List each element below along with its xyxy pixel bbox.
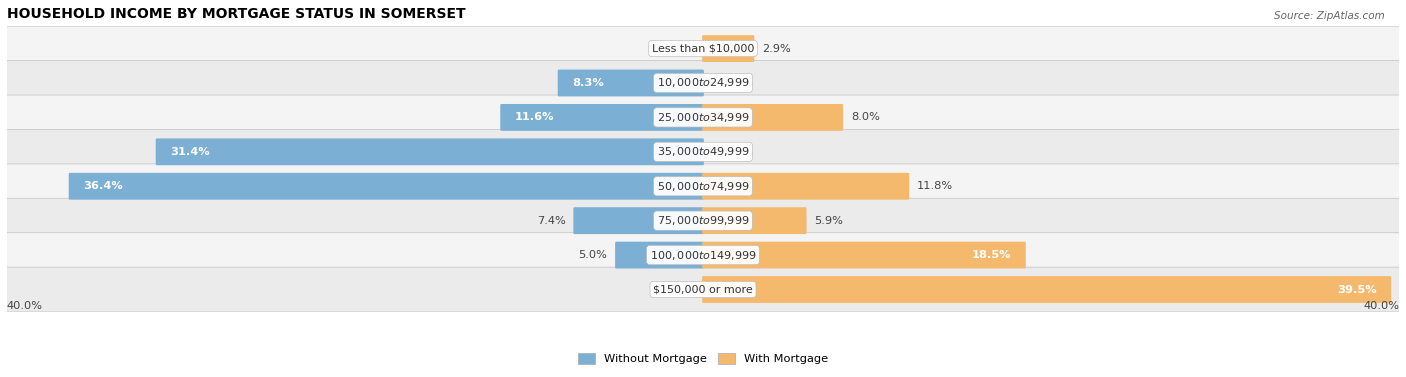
FancyBboxPatch shape	[0, 26, 1406, 71]
FancyBboxPatch shape	[156, 138, 704, 165]
FancyBboxPatch shape	[501, 104, 704, 131]
FancyBboxPatch shape	[702, 173, 910, 200]
Text: 5.0%: 5.0%	[578, 250, 607, 260]
Text: 0.0%: 0.0%	[654, 44, 682, 54]
Text: $10,000 to $24,999: $10,000 to $24,999	[657, 77, 749, 89]
FancyBboxPatch shape	[702, 104, 844, 131]
Text: 18.5%: 18.5%	[972, 250, 1011, 260]
Text: $150,000 or more: $150,000 or more	[654, 285, 752, 294]
FancyBboxPatch shape	[558, 70, 704, 97]
FancyBboxPatch shape	[614, 242, 704, 268]
FancyBboxPatch shape	[702, 207, 807, 234]
Text: Source: ZipAtlas.com: Source: ZipAtlas.com	[1274, 11, 1385, 21]
FancyBboxPatch shape	[702, 276, 1391, 303]
Text: 0.0%: 0.0%	[724, 147, 752, 157]
Text: $50,000 to $74,999: $50,000 to $74,999	[657, 180, 749, 193]
Text: 39.5%: 39.5%	[1337, 285, 1376, 294]
Text: 11.8%: 11.8%	[917, 181, 953, 191]
FancyBboxPatch shape	[0, 61, 1406, 105]
Text: 8.0%: 8.0%	[851, 112, 880, 123]
Text: HOUSEHOLD INCOME BY MORTGAGE STATUS IN SOMERSET: HOUSEHOLD INCOME BY MORTGAGE STATUS IN S…	[7, 7, 465, 21]
FancyBboxPatch shape	[0, 164, 1406, 208]
Text: $35,000 to $49,999: $35,000 to $49,999	[657, 145, 749, 158]
FancyBboxPatch shape	[702, 242, 1026, 268]
FancyBboxPatch shape	[574, 207, 704, 234]
Text: 5.9%: 5.9%	[814, 216, 844, 226]
FancyBboxPatch shape	[0, 233, 1406, 277]
Text: Less than $10,000: Less than $10,000	[652, 44, 754, 54]
FancyBboxPatch shape	[702, 35, 755, 62]
FancyBboxPatch shape	[0, 95, 1406, 140]
FancyBboxPatch shape	[0, 267, 1406, 312]
Text: 36.4%: 36.4%	[83, 181, 124, 191]
FancyBboxPatch shape	[69, 173, 704, 200]
Text: 40.0%: 40.0%	[1362, 301, 1399, 311]
FancyBboxPatch shape	[0, 198, 1406, 243]
Text: $25,000 to $34,999: $25,000 to $34,999	[657, 111, 749, 124]
Text: 0.0%: 0.0%	[724, 78, 752, 88]
Text: 31.4%: 31.4%	[170, 147, 209, 157]
Text: 7.4%: 7.4%	[537, 216, 565, 226]
Text: $75,000 to $99,999: $75,000 to $99,999	[657, 214, 749, 227]
Text: 40.0%: 40.0%	[7, 301, 44, 311]
Text: $100,000 to $149,999: $100,000 to $149,999	[650, 248, 756, 262]
Text: 2.9%: 2.9%	[762, 44, 792, 54]
Text: 8.3%: 8.3%	[572, 78, 605, 88]
Text: 0.0%: 0.0%	[654, 285, 682, 294]
FancyBboxPatch shape	[0, 129, 1406, 174]
Text: 11.6%: 11.6%	[515, 112, 554, 123]
Legend: Without Mortgage, With Mortgage: Without Mortgage, With Mortgage	[574, 349, 832, 369]
